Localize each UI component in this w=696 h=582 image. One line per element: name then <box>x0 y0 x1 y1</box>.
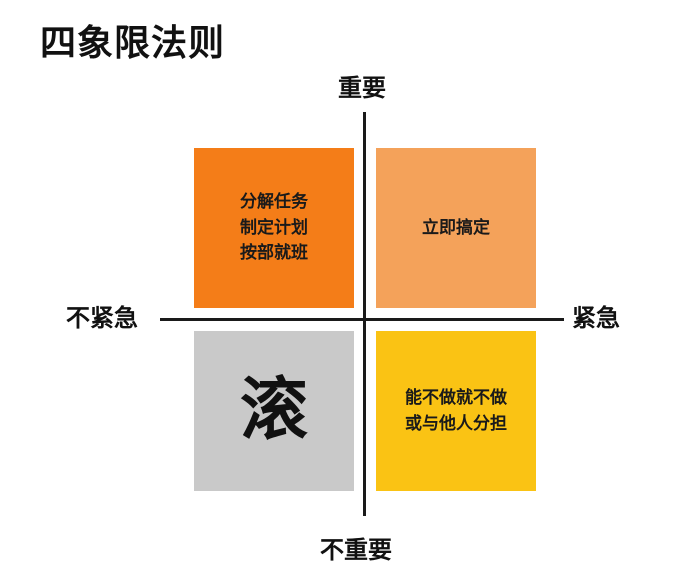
quadrant-text-line: 制定计划 <box>240 217 308 238</box>
quadrant-not-important-not-urgent: 滚 <box>194 331 354 491</box>
axis-label-not-urgent: 不紧急 <box>66 304 138 332</box>
quadrant-not-important-urgent: 能不做就不做 或与他人分担 <box>376 331 536 491</box>
quadrant-text-line: 立即搞定 <box>422 217 490 238</box>
quadrant-text-line: 分解任务 <box>240 192 308 213</box>
quadrant-big-character: 滚 <box>239 371 308 450</box>
axis-label-not-important: 不重要 <box>320 536 392 564</box>
quadrant-text-line: 能不做就不做 <box>405 388 507 409</box>
axis-label-important: 重要 <box>338 74 386 102</box>
horizontal-axis <box>160 318 564 321</box>
page-title: 四象限法则 <box>40 23 226 64</box>
quadrant-important-not-urgent: 分解任务 制定计划 按部就班 <box>194 148 354 308</box>
quadrant-text-line: 按部就班 <box>240 243 308 264</box>
vertical-axis <box>363 112 366 516</box>
quadrant-important-urgent: 立即搞定 <box>376 148 536 308</box>
quadrant-text-line: 或与他人分担 <box>405 413 507 434</box>
axis-label-urgent: 紧急 <box>572 304 620 332</box>
